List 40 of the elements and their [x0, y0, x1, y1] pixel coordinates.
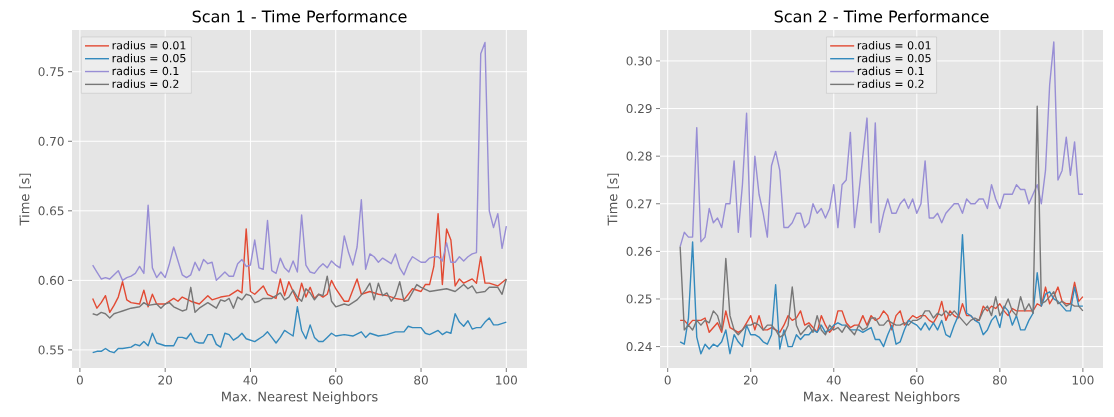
chart-title: Scan 2 - Time Performance — [774, 10, 989, 23]
legend-label: radius = 0.2 — [857, 79, 924, 88]
x-tick-label: 20 — [743, 375, 758, 385]
x-tick-label: 100 — [496, 375, 517, 385]
y-tick-label: 0.24 — [626, 342, 652, 352]
y-tick-label: 0.70 — [38, 136, 64, 146]
x-tick-label: 80 — [993, 375, 1007, 385]
x-tick-label: 60 — [910, 375, 924, 385]
x-tick-label: 20 — [158, 375, 173, 385]
x-tick-label: 40 — [243, 375, 258, 385]
x-tick-label: 40 — [826, 375, 841, 385]
legend-label: radius = 0.01 — [112, 40, 186, 50]
x-axis-title: Max. Nearest Neighbors — [804, 391, 960, 405]
x-tick-label: 0 — [664, 375, 671, 385]
x-tick-label: 100 — [1072, 375, 1094, 385]
x-tick-label: 60 — [328, 375, 343, 385]
line-series — [91, 212, 508, 314]
legend-label: radius = 0.2 — [112, 79, 179, 88]
y-tick-label: 0.75 — [38, 67, 64, 77]
legend-label: radius = 0.05 — [112, 53, 186, 63]
legend-label: radius = 0.1 — [857, 66, 924, 76]
x-axis-title: Max. Nearest Neighbors — [222, 391, 378, 405]
chart-title: Scan 1 - Time Performance — [192, 10, 407, 23]
y-tick-label: 0.65 — [38, 206, 64, 216]
y-tick-label: 0.26 — [626, 246, 652, 256]
x-tick-label: 80 — [414, 375, 428, 385]
y-tick-label: 0.60 — [38, 275, 64, 285]
y-axis-title: Time [s] — [19, 173, 31, 226]
y-tick-label: 0.28 — [626, 151, 652, 161]
y-tick-label: 0.30 — [626, 56, 652, 66]
y-tick-label: 0.27 — [626, 199, 652, 209]
x-tick-label: 0 — [76, 375, 83, 385]
y-axis-title: Time [s] — [607, 173, 619, 226]
y-tick-label: 0.55 — [38, 345, 64, 355]
y-tick-label: 0.25 — [626, 294, 652, 304]
legend-label: radius = 0.1 — [112, 66, 179, 76]
line-series — [91, 306, 508, 354]
legend-label: radius = 0.01 — [857, 40, 931, 50]
y-tick-label: 0.29 — [626, 104, 652, 114]
legend-label: radius = 0.05 — [857, 53, 931, 63]
